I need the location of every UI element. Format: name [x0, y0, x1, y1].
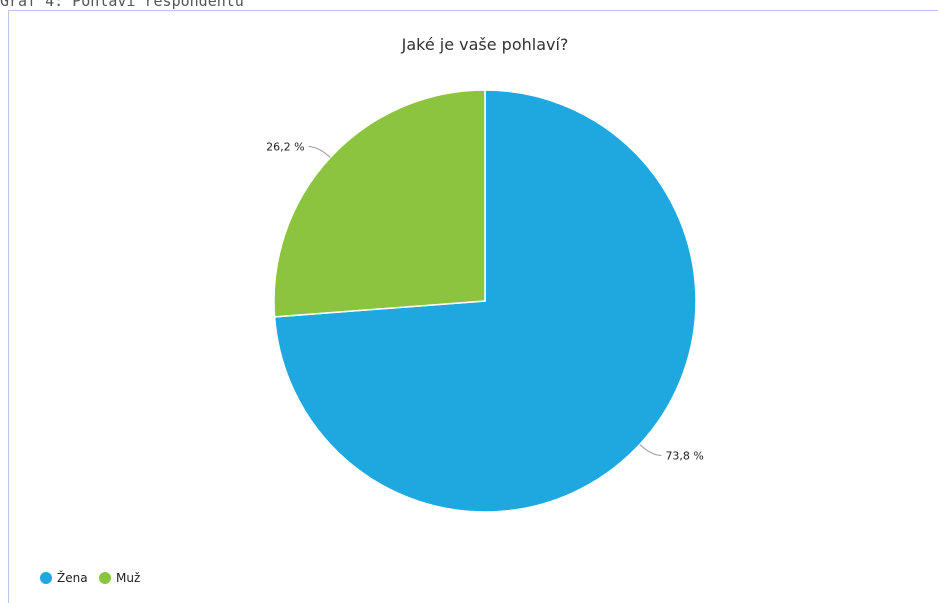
leader-line-muž [308, 146, 331, 158]
leader-line-žena [639, 444, 662, 456]
chart-caption: Graf 4: Pohlaví respondentů [0, 0, 244, 10]
legend-marker-muž[interactable] [99, 572, 111, 584]
slice-label-žena: 73,8 % [665, 449, 703, 462]
slice-leader-lines [308, 146, 662, 456]
chart-title: Jaké je vaše pohlaví? [401, 35, 569, 54]
pie-slice-muž [273, 89, 486, 318]
legend-label-žena[interactable]: Žena [57, 570, 88, 585]
legend: Žena Muž [40, 570, 140, 585]
slice-labels: 73,8 % 26,2 % [266, 141, 704, 463]
slice-label-muž: 26,2 % [266, 141, 304, 154]
legend-marker-žena[interactable] [40, 572, 52, 584]
legend-label-muž[interactable]: Muž [116, 571, 140, 585]
pie-slices [273, 89, 697, 513]
